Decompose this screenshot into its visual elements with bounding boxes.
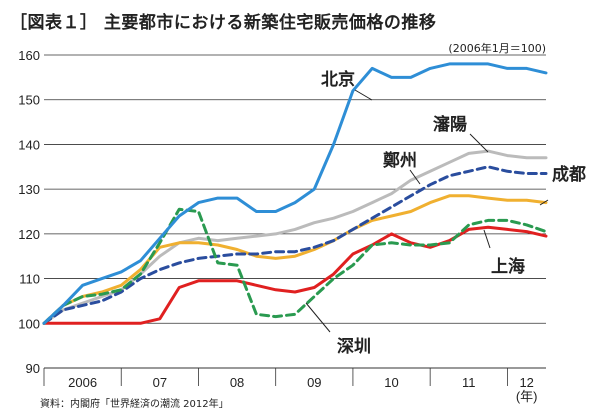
series-line-北京 <box>42 62 548 325</box>
x-tick-label: 11 <box>462 375 476 390</box>
y-tick-label: 90 <box>26 361 40 376</box>
x-tick-label: 10 <box>384 375 398 390</box>
leader-line <box>305 302 331 333</box>
chart-title: ［図表１］ 主要都市における新築住宅販売価格の推移 <box>10 13 437 33</box>
series-label-上海: 上海 <box>491 256 525 277</box>
series-label-瀋陽: 瀋陽 <box>433 114 467 135</box>
series-label-鄭州: 鄭州 <box>383 150 417 171</box>
x-tick-label: 12 <box>519 375 533 390</box>
leader-line <box>539 199 549 206</box>
y-tick-label: 120 <box>18 227 40 242</box>
x-axis-unit: (年) <box>516 389 538 404</box>
y-tick-label: 100 <box>18 316 40 331</box>
grid-lines <box>44 54 546 369</box>
x-tick-label: 09 <box>307 375 321 390</box>
chart-subtitle: (2006年1月＝100) <box>448 42 546 55</box>
series-line-深圳 <box>42 207 548 325</box>
leader-line <box>469 133 489 153</box>
y-tick-label: 110 <box>19 272 40 287</box>
leader-line <box>409 169 421 185</box>
series-label-成都: 成都 <box>552 164 586 185</box>
x-tick-label: 2006 <box>68 375 97 390</box>
leader-line <box>354 89 373 101</box>
leader-line <box>483 229 491 249</box>
y-tick-label: 150 <box>18 93 40 108</box>
y-tick-label: 140 <box>18 137 40 152</box>
x-tick-label: 07 <box>153 375 167 390</box>
series-lines <box>42 62 548 325</box>
series-line-成都 <box>42 194 548 325</box>
chart-source: 資料：内閣府「世界経済の潮流 2012年」 <box>40 399 229 410</box>
series-line-鄭州 <box>42 165 548 325</box>
x-tick-label: 08 <box>230 375 244 390</box>
series-label-北京: 北京 <box>321 69 355 90</box>
y-tick-label: 160 <box>18 48 40 63</box>
series-label-深圳: 深圳 <box>337 336 371 357</box>
series-line-瀋陽 <box>42 149 548 325</box>
axes: 90 100 110 120 130 140 150 160 2006 07 08 09 10 11 12(… <box>18 48 546 404</box>
series-line-上海 <box>42 225 548 325</box>
y-tick-label: 130 <box>18 182 40 197</box>
